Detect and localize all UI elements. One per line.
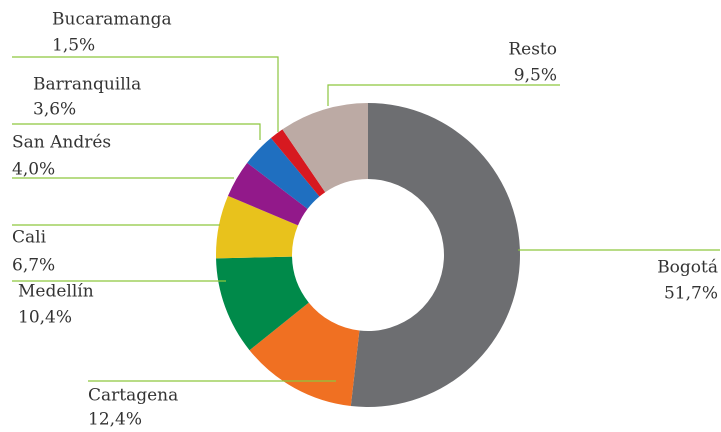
donut-segment: [216, 195, 298, 259]
value-label: 10,4%: [18, 308, 72, 328]
donut-segment: [270, 129, 326, 197]
category-label: Barranquilla: [33, 75, 141, 95]
category-label: Bucaramanga: [52, 10, 172, 30]
value-label: 3,6%: [33, 100, 76, 120]
value-label: 6,7%: [12, 256, 55, 276]
leader-line: [12, 123, 261, 140]
category-label: Cali: [12, 228, 47, 248]
category-label: Medellín: [18, 282, 94, 302]
leader-line: [12, 56, 279, 132]
donut-segment: [247, 138, 320, 209]
leader-line: [327, 84, 560, 106]
category-label: San Andrés: [12, 133, 111, 153]
value-label: 4,0%: [12, 160, 55, 180]
donut-segment: [227, 162, 308, 226]
value-label: 12,4%: [88, 410, 142, 430]
donut-segment: [350, 103, 521, 407]
donut-segment: [249, 302, 360, 407]
category-label: Bogotá: [657, 258, 718, 278]
value-label: 1,5%: [52, 36, 95, 56]
value-label: 51,7%: [664, 284, 718, 304]
value-label: 9,5%: [514, 66, 557, 86]
donut-segment: [282, 103, 368, 193]
donut-segment: [216, 256, 309, 351]
category-label: Cartagena: [88, 386, 178, 406]
category-label: Resto: [508, 40, 557, 60]
